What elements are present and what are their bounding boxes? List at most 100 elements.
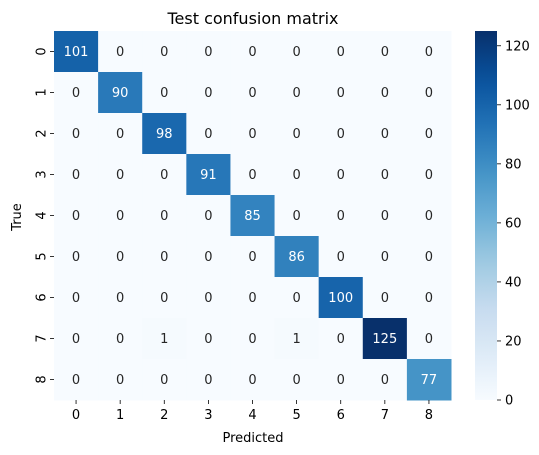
x-tick-label: 0 xyxy=(72,408,80,423)
cell-value-label: 0 xyxy=(425,250,433,265)
y-tick-label: 7 xyxy=(35,334,50,342)
cell-value-label: 0 xyxy=(116,332,124,347)
heatmap-cell xyxy=(406,31,452,73)
heatmap-cell xyxy=(142,195,187,237)
heatmap-cell xyxy=(54,359,99,401)
heatmap-cell xyxy=(54,277,99,319)
heatmap-cell xyxy=(406,154,452,196)
heatmap-cell xyxy=(98,359,143,401)
heatmap-cell xyxy=(142,318,187,360)
heatmap-cell xyxy=(318,318,364,360)
heatmap-cell xyxy=(186,318,231,360)
cell-value-label: 85 xyxy=(244,209,261,224)
cell-value-label: 0 xyxy=(337,86,345,101)
cell-value-label: 0 xyxy=(381,45,389,60)
x-tick-label: 2 xyxy=(160,408,168,423)
colorbar-tick-label: 0 xyxy=(505,394,513,409)
heatmap-cell xyxy=(230,236,276,278)
heatmap-cell xyxy=(142,277,187,319)
cell-value-label: 0 xyxy=(116,209,124,224)
cell-value-label: 0 xyxy=(160,209,168,224)
heatmap-cell xyxy=(318,236,364,278)
cell-value-label: 0 xyxy=(425,291,433,306)
y-ticks: 0 1 2 3 4 5 6 7 8 xyxy=(35,47,54,384)
y-tick-label: 8 xyxy=(35,375,50,383)
heatmap-cell xyxy=(98,195,143,237)
heatmap-cell xyxy=(362,113,408,155)
heatmap-cell xyxy=(318,195,364,237)
cell-value-label: 0 xyxy=(160,291,168,306)
heatmap-cell xyxy=(362,359,408,401)
heatmap-cell xyxy=(318,359,364,401)
cell-value-label: 0 xyxy=(116,373,124,388)
heatmap-cell xyxy=(54,195,99,237)
colorbar: 0 20 40 60 80 100 120 xyxy=(475,31,530,409)
cell-value-label: 0 xyxy=(248,45,256,60)
heatmap-cell xyxy=(186,359,231,401)
heatmap-cell xyxy=(362,318,408,360)
colorbar-tick-label: 80 xyxy=(505,157,522,172)
cell-value-label: 0 xyxy=(425,127,433,142)
cell-value-label: 0 xyxy=(72,373,80,388)
heatmap-cell xyxy=(274,72,320,114)
heatmap-cell xyxy=(186,236,231,278)
heatmap-cell xyxy=(230,31,276,73)
heatmap-cell xyxy=(274,154,320,196)
x-ticks: 0 1 2 3 4 5 6 7 8 xyxy=(72,400,433,423)
cell-value-label: 0 xyxy=(116,127,124,142)
heatmap-cell xyxy=(274,318,320,360)
heatmap-cell xyxy=(98,277,143,319)
cell-value-label: 77 xyxy=(421,373,438,388)
cell-value-label: 86 xyxy=(288,250,305,265)
cell-value-label: 0 xyxy=(72,291,80,306)
y-tick-label: 4 xyxy=(35,211,50,219)
x-axis-label: Predicted xyxy=(222,431,283,446)
cell-value-label: 0 xyxy=(204,209,212,224)
heatmap-cell xyxy=(274,31,320,73)
cell-value-label: 101 xyxy=(64,45,89,60)
heatmap-cell xyxy=(274,236,320,278)
heatmap-cell xyxy=(318,31,364,73)
heatmap-cell xyxy=(142,236,187,278)
cell-value-label: 125 xyxy=(372,332,397,347)
cell-value-label: 0 xyxy=(248,86,256,101)
cell-value-label: 0 xyxy=(292,127,300,142)
cell-value-label: 0 xyxy=(292,373,300,388)
heatmap-cell xyxy=(406,359,452,401)
colorbar-tick-label: 120 xyxy=(505,39,530,54)
heatmap-cell xyxy=(230,72,276,114)
cell-value-label: 1 xyxy=(292,332,300,347)
cell-value-label: 0 xyxy=(292,209,300,224)
cell-value-label: 0 xyxy=(425,45,433,60)
heatmap-cell xyxy=(318,113,364,155)
heatmap-cell xyxy=(230,154,276,196)
x-tick-label: 7 xyxy=(381,408,389,423)
cell-value-label: 0 xyxy=(292,86,300,101)
heatmap-cell xyxy=(142,154,187,196)
heatmap-cell xyxy=(142,359,187,401)
cell-value-label: 0 xyxy=(381,168,389,183)
cell-value-label: 0 xyxy=(116,291,124,306)
x-tick-label: 1 xyxy=(116,408,124,423)
cell-value-label: 100 xyxy=(328,291,353,306)
cell-value-label: 0 xyxy=(381,373,389,388)
cell-value-label: 0 xyxy=(248,332,256,347)
cell-value-label: 0 xyxy=(204,373,212,388)
heatmap-cell xyxy=(54,236,99,278)
cell-value-label: 0 xyxy=(116,168,124,183)
heatmap-cell xyxy=(142,113,187,155)
chart-title: Test confusion matrix xyxy=(166,9,338,28)
heatmap-cell xyxy=(54,318,99,360)
cell-value-label: 0 xyxy=(381,291,389,306)
heatmap-cell xyxy=(142,31,187,73)
cell-value-label: 0 xyxy=(248,291,256,306)
heatmap-cell xyxy=(230,318,276,360)
heatmap-cell xyxy=(54,72,99,114)
colorbar-tick-label: 100 xyxy=(505,98,530,113)
heatmap-cell xyxy=(54,154,99,196)
heatmap-cell xyxy=(362,31,408,73)
cell-value-label: 0 xyxy=(337,45,345,60)
colorbar-tick-label: 60 xyxy=(505,216,522,231)
heatmap-cell xyxy=(98,113,143,155)
